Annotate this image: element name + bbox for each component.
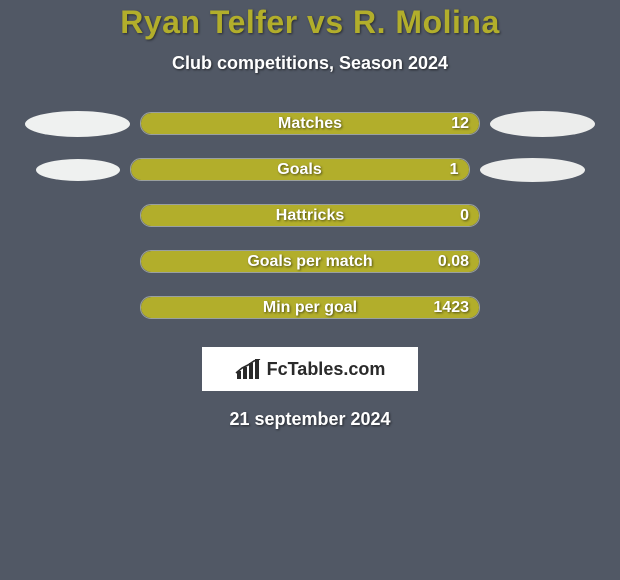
- stat-row: Goals per match 0.08: [0, 250, 620, 273]
- left-ellipse: [36, 159, 120, 181]
- brand-box[interactable]: FcTables.com: [202, 347, 418, 391]
- right-ellipse: [480, 158, 585, 182]
- stat-bar: Matches 12: [140, 112, 480, 135]
- stat-label: Min per goal: [263, 299, 357, 317]
- stat-bar: Goals per match 0.08: [140, 250, 480, 273]
- stat-value: 1423: [433, 299, 469, 317]
- stat-label: Matches: [278, 115, 342, 133]
- stats-rows: Matches 12 Goals 1 Hattricks 0 Goals per match…: [0, 112, 620, 319]
- stat-label: Hattricks: [276, 207, 344, 225]
- date-label: 21 september 2024: [0, 409, 620, 430]
- page-title: Ryan Telfer vs R. Molina: [0, 4, 620, 41]
- stat-bar: Min per goal 1423: [140, 296, 480, 319]
- stat-row: Hattricks 0: [0, 204, 620, 227]
- stat-value: 0: [460, 207, 469, 225]
- stat-value: 12: [451, 115, 469, 133]
- stat-label: Goals: [277, 161, 321, 179]
- stat-row: Goals 1: [0, 158, 620, 181]
- stat-value: 1: [450, 161, 459, 179]
- stat-value: 0.08: [438, 253, 469, 271]
- right-ellipse: [490, 111, 595, 137]
- stat-row: Min per goal 1423: [0, 296, 620, 319]
- stat-label: Goals per match: [247, 253, 372, 271]
- left-ellipse: [25, 111, 130, 137]
- stat-row: Matches 12: [0, 112, 620, 135]
- stat-bar: Hattricks 0: [140, 204, 480, 227]
- subtitle: Club competitions, Season 2024: [0, 53, 620, 74]
- comparison-card: Ryan Telfer vs R. Molina Club competitio…: [0, 0, 620, 580]
- stat-bar: Goals 1: [130, 158, 470, 181]
- bar-chart-icon: [235, 359, 261, 379]
- brand-label: FcTables.com: [267, 359, 386, 380]
